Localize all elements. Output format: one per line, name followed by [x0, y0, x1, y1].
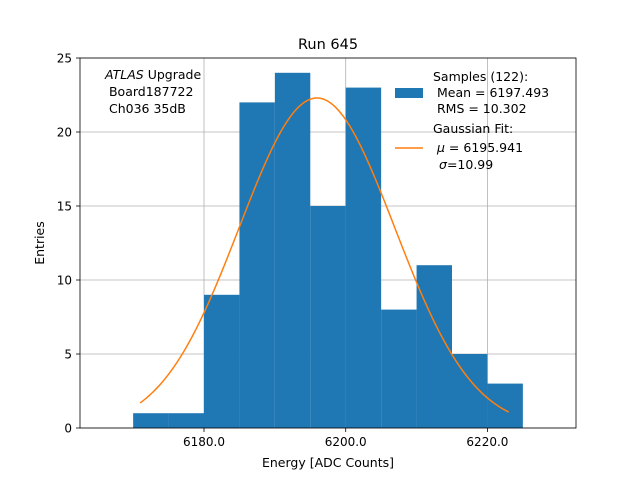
histogram-bar-5 — [310, 206, 346, 428]
legend: Samples (122): Mean = 6197.493 RMS = 10.… — [395, 69, 549, 172]
y-axis-ticks: 0 5 10 15 20 25 — [57, 52, 80, 436]
histogram-bar-0 — [133, 413, 169, 428]
x-axis-label: Energy [ADC Counts] — [262, 455, 394, 470]
histogram-bar-1 — [168, 413, 204, 428]
y-tick-label-0: 0 — [64, 422, 72, 436]
histogram-bar-8 — [416, 265, 452, 428]
histogram-bar-7 — [381, 309, 417, 428]
atlas-annotation: ATLAS Upgrade Board187722 Ch036 35dB — [104, 67, 201, 116]
histogram-bar-9 — [452, 354, 488, 428]
legend-samples-mean: Mean = 6197.493 — [433, 85, 549, 100]
annotation-line-3: Ch036 35dB — [105, 101, 186, 116]
y-tick-label-5: 25 — [57, 52, 72, 66]
annotation-atlas-italic: ATLAS — [104, 67, 144, 82]
histogram-bar-10 — [487, 383, 523, 428]
histogram-bar-3 — [239, 102, 275, 429]
x-axis-ticks: 6180.0 6200.0 6220.0 — [183, 428, 508, 449]
legend-samples-label: Samples (122): — [433, 69, 528, 84]
legend-samples-swatch — [395, 88, 423, 98]
annotation-line-1: ATLAS Upgrade — [104, 67, 201, 82]
histogram-bar-6 — [345, 87, 382, 428]
plot-frame — [79, 57, 577, 429]
legend-mu-value: = 6195.941 — [445, 140, 523, 155]
gaussian-fit-curve — [139, 97, 510, 413]
x-tick-label-1: 6200.0 — [325, 435, 367, 449]
legend-fit-mu: μ = 6195.941 — [436, 140, 523, 155]
y-tick-label-3: 15 — [57, 200, 72, 214]
legend-fit-label: Gaussian Fit: — [433, 121, 513, 136]
histogram-bar-4 — [274, 72, 311, 429]
x-tick-label-0: 6180.0 — [183, 435, 225, 449]
legend-mu-symbol: μ — [436, 140, 445, 155]
x-tick-label-2: 6220.0 — [466, 435, 508, 449]
legend-samples-rms: RMS = 10.302 — [433, 101, 527, 116]
annotation-line-2: Board187722 — [105, 84, 193, 99]
annotation-upgrade: Upgrade — [144, 67, 202, 82]
y-tick-label-2: 10 — [57, 274, 72, 288]
y-tick-label-1: 5 — [64, 348, 72, 362]
histogram-bar-2 — [204, 294, 240, 428]
y-tick-label-4: 20 — [57, 126, 72, 140]
legend-sigma-value: =10.99 — [447, 157, 493, 172]
legend-fit-sigma: σ=10.99 — [439, 157, 493, 172]
chart-title: Run 645 — [298, 37, 358, 53]
legend-sigma-symbol: σ — [439, 157, 448, 172]
y-axis-label: Entries — [32, 221, 47, 265]
